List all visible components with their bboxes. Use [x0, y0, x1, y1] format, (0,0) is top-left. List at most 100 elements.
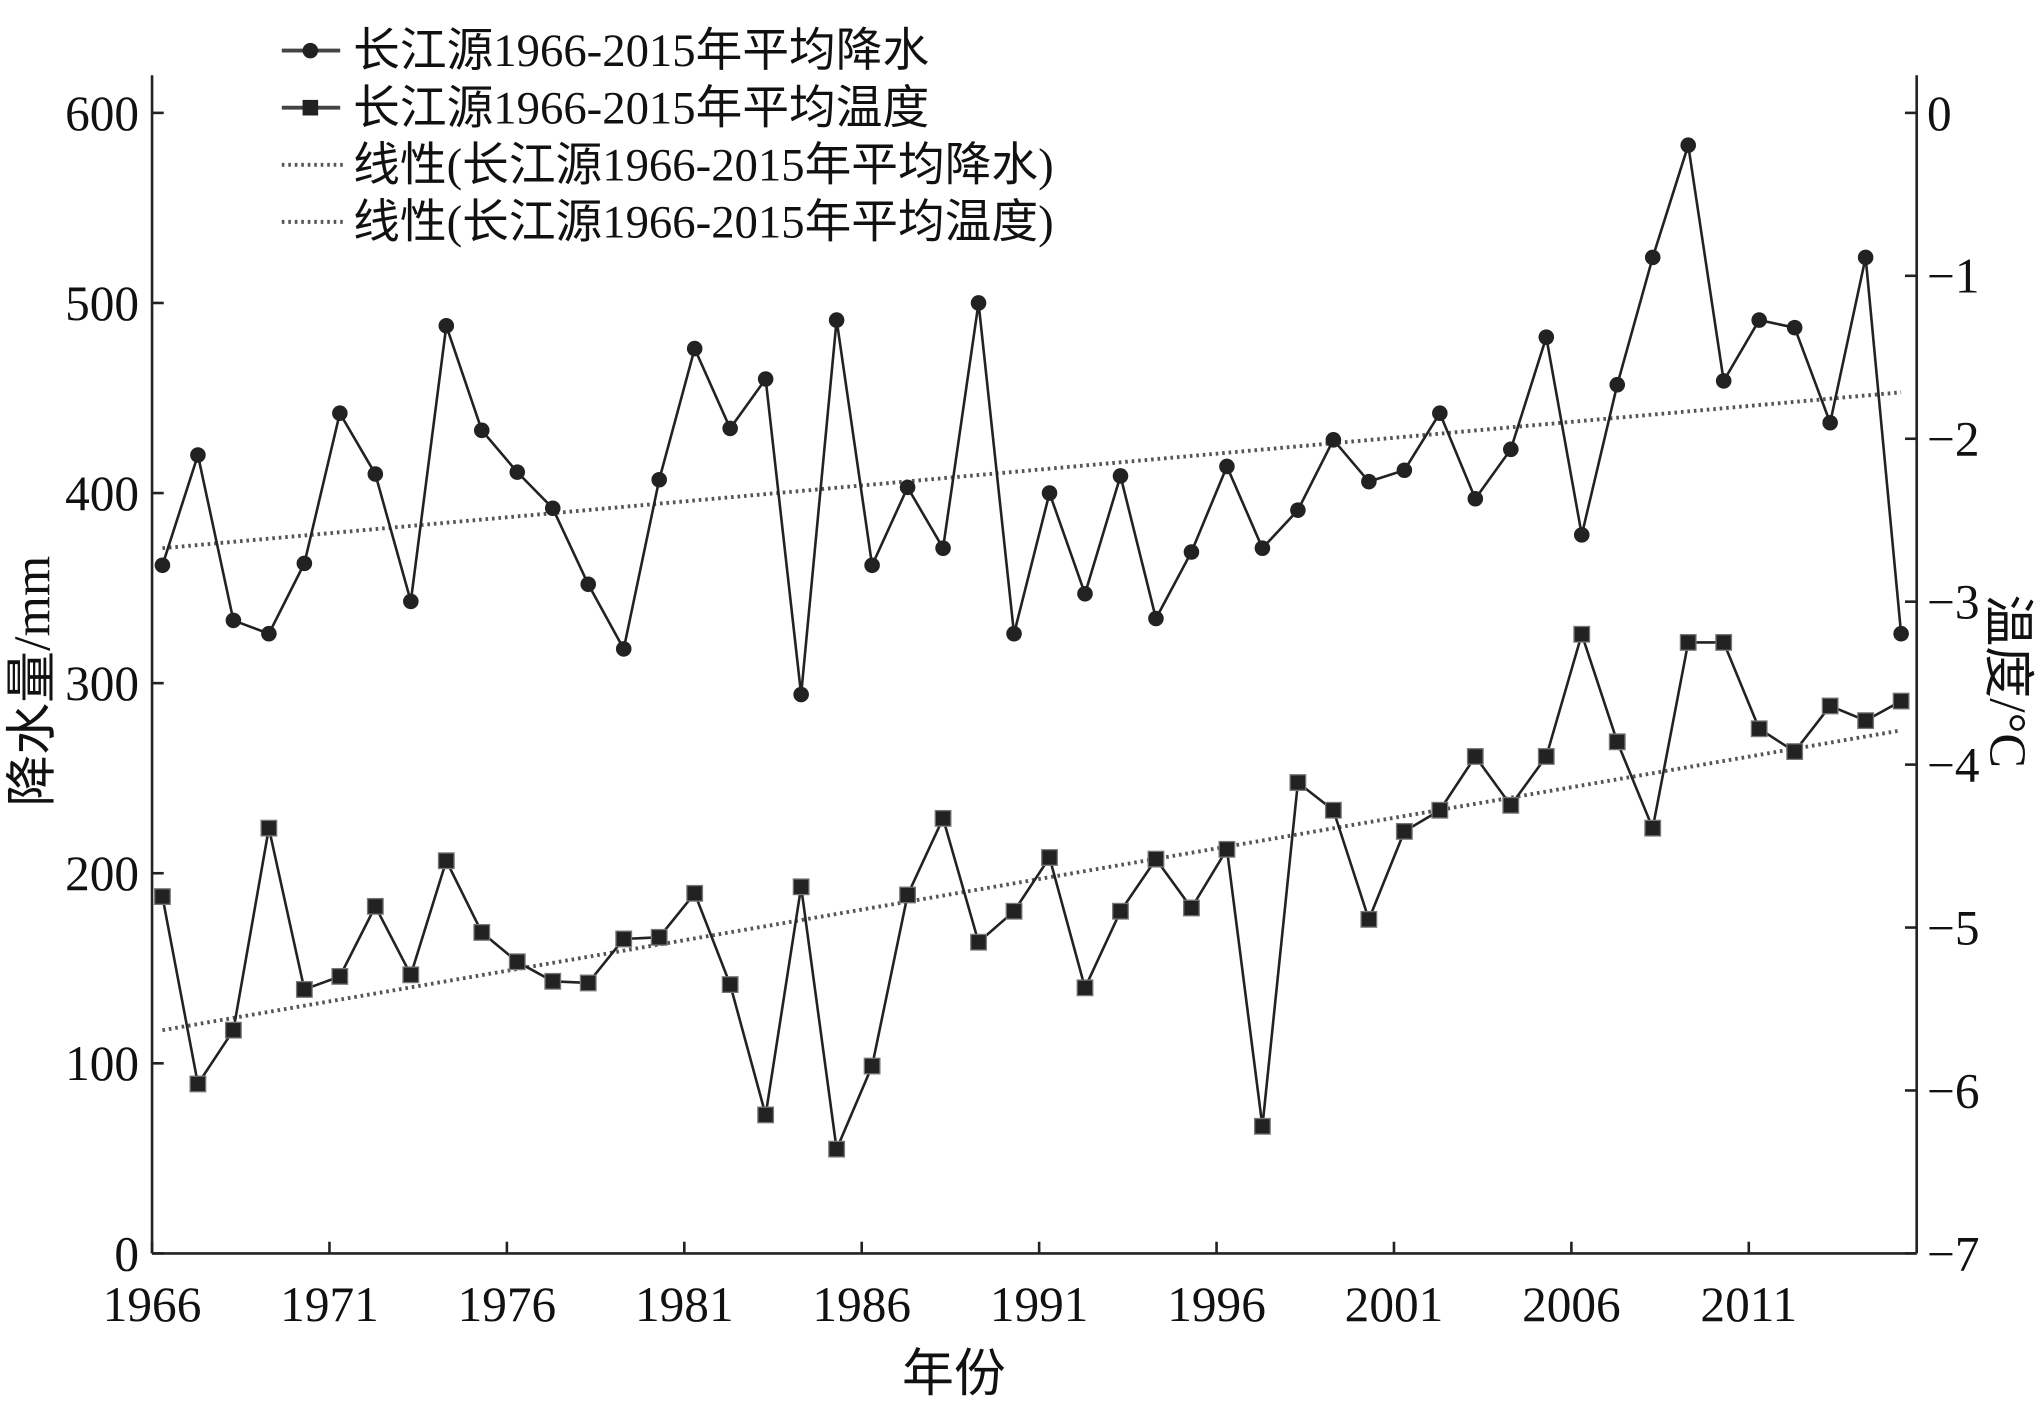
precip-point — [332, 405, 348, 422]
axes: 0 100 200 300 400 500 600 0 −1 −2 −3 −4 −5 −6 −7 1966 19… — [65, 75, 1980, 1332]
temp-point — [1821, 697, 1839, 715]
precip-point — [1396, 462, 1413, 479]
precip-point — [1219, 458, 1235, 475]
y2-tick-label: −2 — [1927, 412, 1979, 467]
y2-tick-label: −6 — [1927, 1063, 1979, 1118]
y2-tick-label: −7 — [1927, 1226, 1979, 1281]
temp-point — [154, 888, 171, 906]
precip-point — [757, 371, 774, 387]
temp-point — [1005, 902, 1023, 920]
y2-tick-label: −5 — [1927, 900, 1979, 955]
temp-point — [437, 852, 455, 870]
temp-point — [1041, 849, 1058, 866]
y2-tick-label: −1 — [1927, 249, 1979, 304]
temp-point — [473, 923, 491, 941]
y-tick-label: 100 — [65, 1036, 139, 1091]
temp-point — [1395, 822, 1413, 840]
temp-point — [1750, 720, 1768, 738]
temp-point — [1608, 733, 1626, 751]
temp-point — [686, 884, 704, 902]
precip-point — [544, 500, 561, 517]
x-axis-label: 年份 — [902, 1346, 1006, 1403]
precip-point — [1467, 490, 1484, 507]
temp-point — [579, 974, 597, 992]
temp-point — [1502, 796, 1520, 814]
x-tick-label: 1981 — [635, 1277, 734, 1332]
temp-point — [1892, 692, 1910, 710]
temp-point — [1715, 633, 1733, 651]
y-tick-label: 0 — [114, 1226, 139, 1281]
precip-point — [367, 466, 384, 482]
temp-point — [934, 809, 952, 827]
precip-point — [1148, 610, 1164, 627]
temp-point — [1112, 902, 1129, 920]
precip-point — [1183, 544, 1200, 560]
temp-point — [1218, 840, 1236, 858]
temp-point — [1573, 625, 1591, 643]
legend-square-marker-icon — [302, 99, 319, 116]
precip-point — [1432, 405, 1448, 422]
temp-point — [650, 928, 668, 946]
temp-point — [1289, 774, 1307, 791]
series-line-1 — [161, 629, 1902, 1154]
precip-point — [1538, 329, 1555, 345]
precip-point — [864, 557, 880, 574]
temp-point — [899, 886, 917, 904]
legend-label: 长江源1966-2015年平均温度 — [353, 82, 929, 134]
temp-point — [1183, 899, 1200, 917]
precip-point — [1751, 312, 1767, 328]
precip-point — [438, 317, 455, 334]
trendline-1 — [162, 728, 1902, 1033]
precip-point — [225, 612, 242, 629]
precip-point — [1609, 376, 1626, 393]
trendlines — [162, 390, 1902, 1033]
precip-point — [1822, 414, 1838, 431]
temp-point — [757, 1106, 775, 1124]
temp-point — [1466, 748, 1484, 765]
precip-point — [1644, 249, 1661, 266]
precip-point — [1786, 319, 1803, 336]
temp-point — [1857, 712, 1875, 730]
precip-point — [935, 540, 951, 556]
temp-point — [402, 966, 420, 984]
precip-point — [473, 422, 490, 439]
y-tick-label: 300 — [65, 656, 139, 711]
legend: 长江源1966-2015年平均降水长江源1966-2015年平均温度线性(长江源… — [281, 25, 1054, 248]
precip-point — [1680, 137, 1696, 153]
temp-point — [828, 1140, 846, 1158]
y-tick-label: 500 — [65, 276, 139, 331]
x-tick-label: 2011 — [1700, 1277, 1797, 1332]
x-tick-label: 1996 — [1167, 1277, 1266, 1332]
precip-point — [261, 625, 277, 642]
temp-point — [792, 878, 810, 896]
temp-point — [508, 953, 526, 971]
temp-point — [721, 976, 739, 994]
precip-point — [509, 464, 526, 480]
precip-point — [793, 686, 809, 703]
precip-point — [722, 420, 738, 437]
legend-label: 线性(长江源1966-2015年平均降水) — [353, 139, 1054, 191]
precip-point — [1112, 468, 1129, 484]
trendline-0 — [162, 390, 1902, 551]
y-tick-label: 200 — [65, 846, 139, 901]
precip-point — [1503, 441, 1519, 458]
temp-point — [1786, 743, 1804, 761]
temp-point — [1431, 801, 1449, 819]
precip-point — [1857, 249, 1874, 266]
temp-point — [1324, 801, 1342, 819]
y-tick-label: 600 — [65, 86, 139, 141]
precip-point — [1290, 502, 1306, 518]
precip-point — [1006, 625, 1022, 642]
temp-point — [1644, 819, 1662, 837]
x-tick-label: 1991 — [990, 1277, 1089, 1332]
temp-point — [1679, 633, 1697, 651]
precip-point — [1254, 540, 1271, 556]
y-axis-label: 降水量/mm — [5, 556, 62, 807]
y2-axis-label: 温度/°C — [1979, 594, 2035, 768]
series — [154, 137, 1910, 1158]
precip-point — [1893, 625, 1909, 642]
precip-point — [970, 295, 987, 311]
precip-point — [1041, 485, 1058, 501]
y-tick-label: 400 — [65, 466, 139, 521]
temp-point — [1253, 1117, 1271, 1135]
